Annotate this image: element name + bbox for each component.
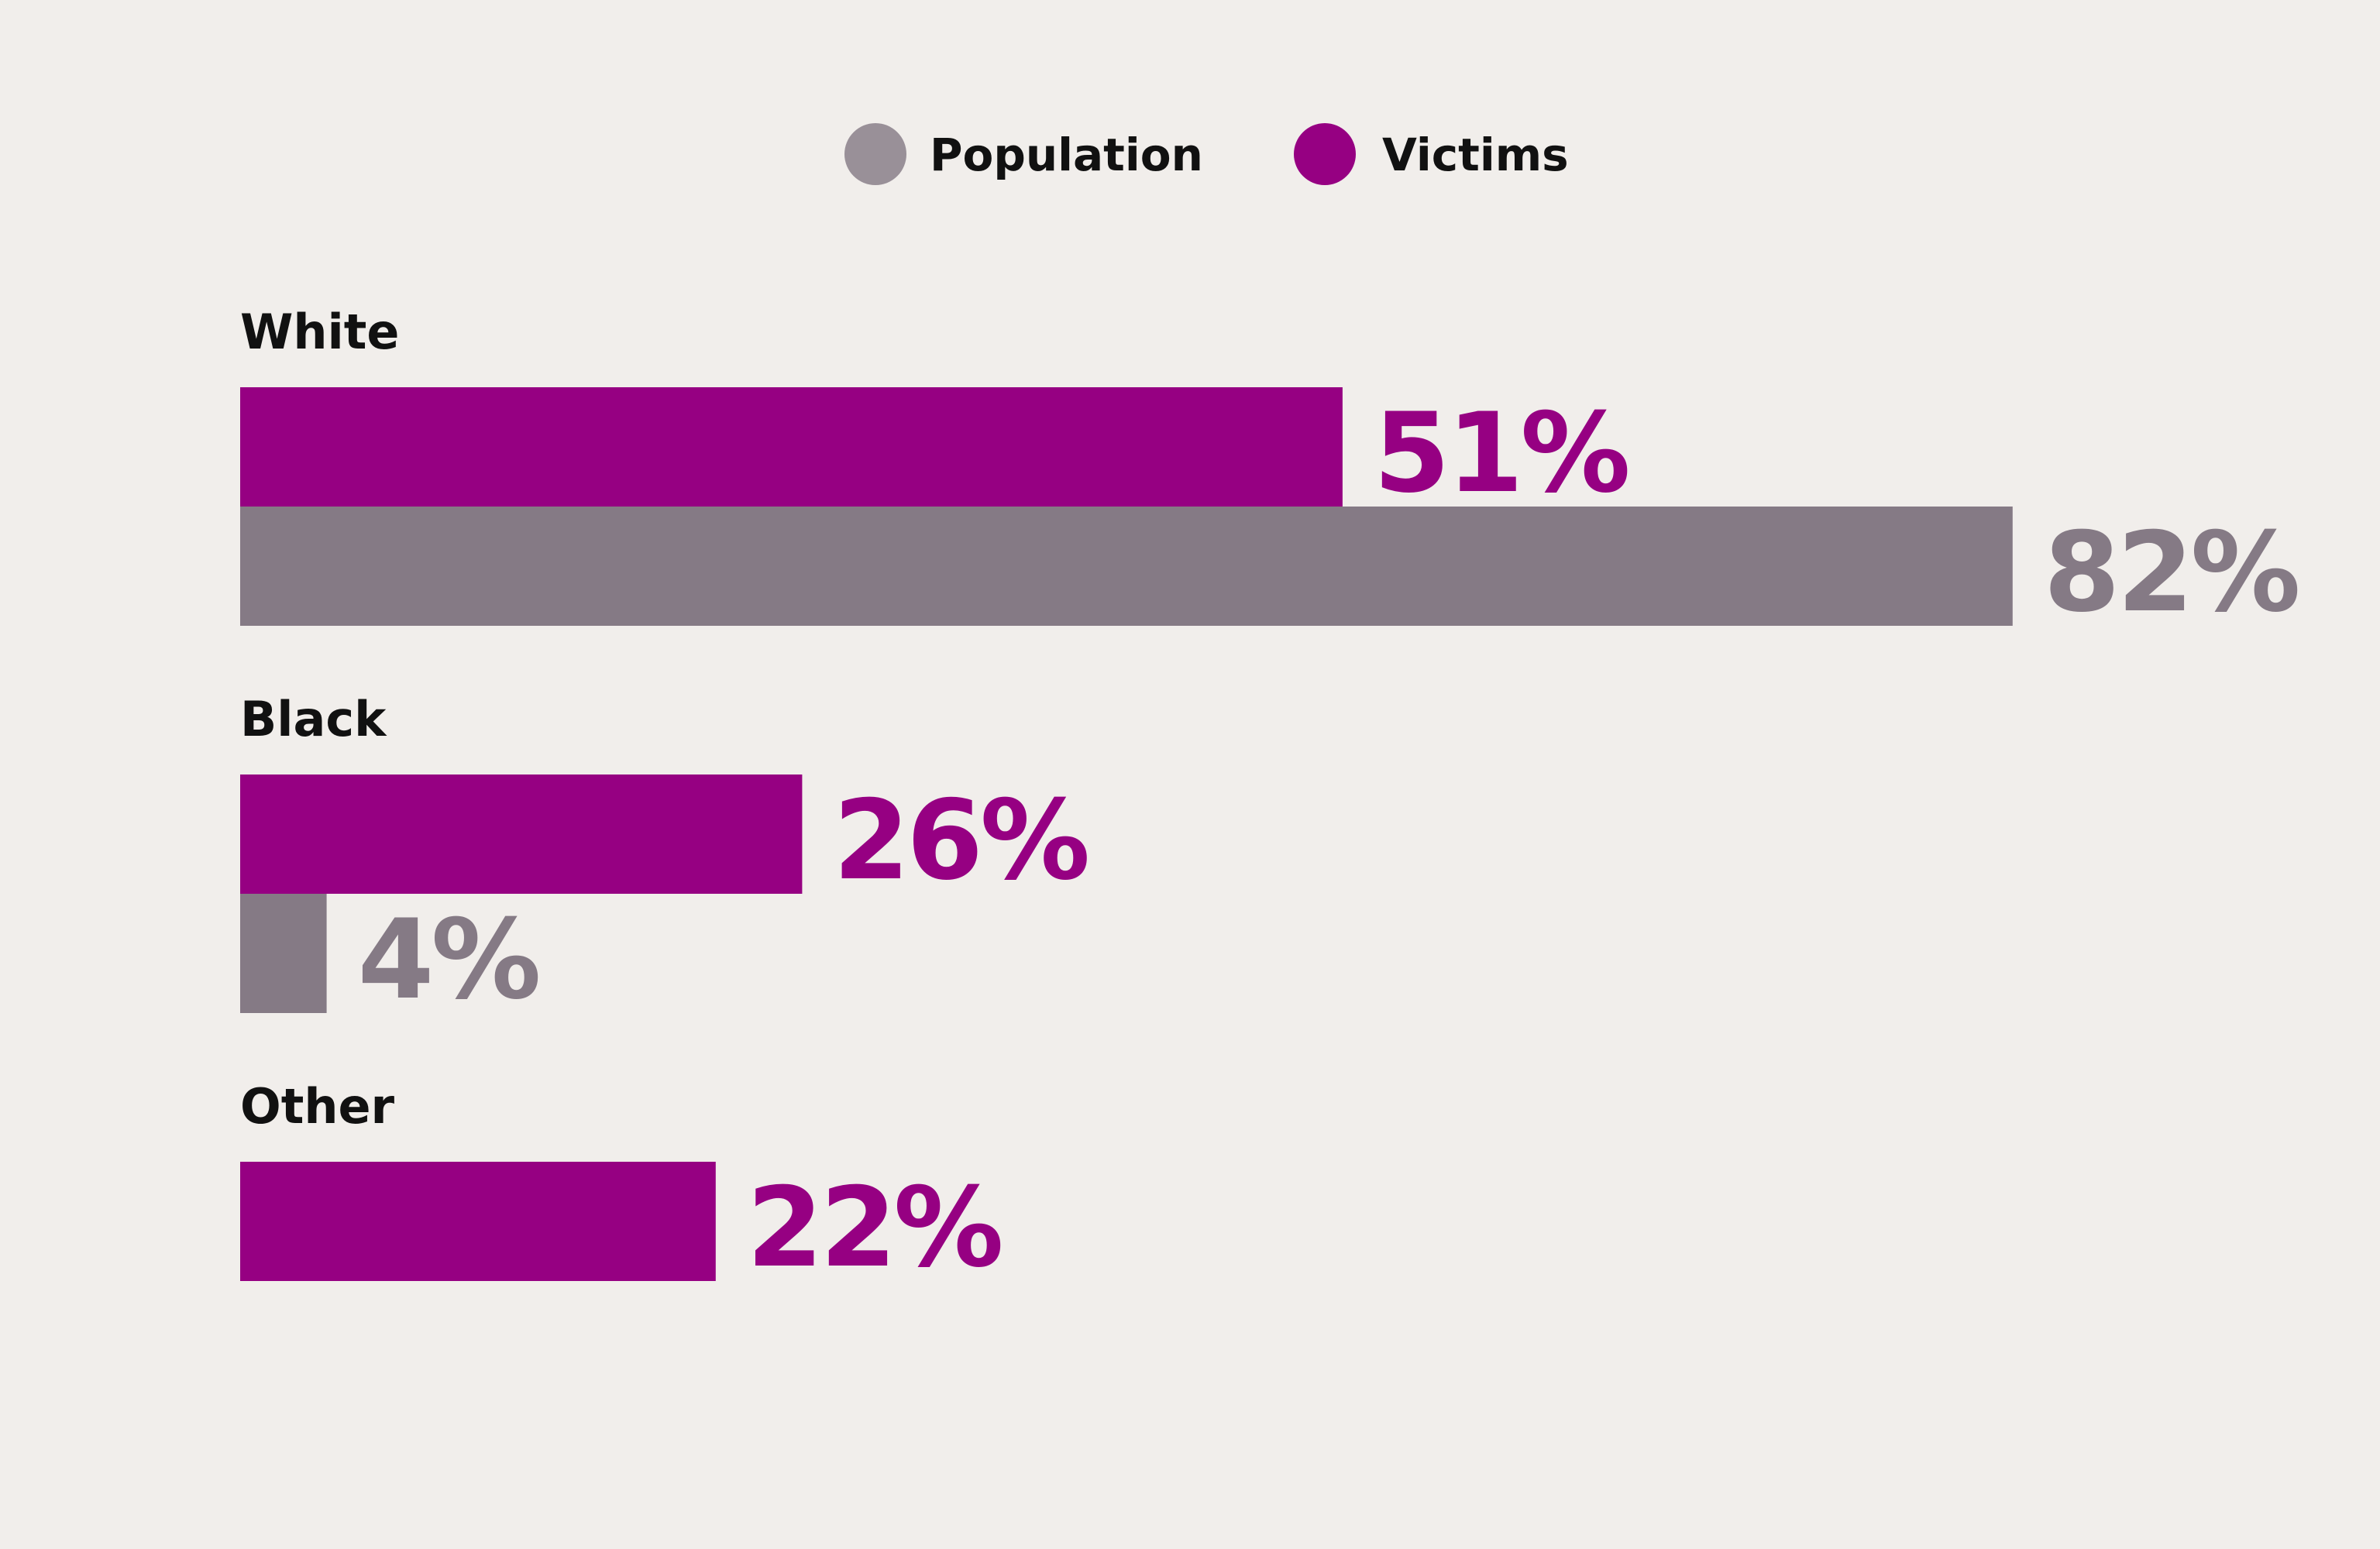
value-label-population-white: 82% — [2044, 509, 2298, 637]
plot-area: White 51% 82% Black 26% 4% Other 22% — [240, 304, 2301, 1292]
bar-victims-black — [240, 774, 803, 894]
bar-group-black: Black 26% 4% — [240, 691, 1090, 1024]
value-label-victims-white: 51% — [1374, 390, 1628, 517]
legend-label-population: Population — [930, 129, 1203, 181]
legend-label-victims: Victims — [1382, 129, 1569, 181]
bar-victims-other — [240, 1162, 716, 1281]
legend-marker-victims — [1294, 123, 1356, 185]
category-label-other: Other — [240, 1078, 395, 1135]
value-label-victims-other: 22% — [747, 1164, 1001, 1292]
category-label-white: White — [240, 304, 399, 360]
legend-marker-population — [844, 123, 906, 185]
value-label-population-black: 4% — [358, 896, 538, 1024]
bar-group-white: White 51% 82% — [240, 304, 2301, 637]
value-label-victims-black: 26% — [833, 777, 1087, 905]
bar-victims-white — [240, 387, 1343, 507]
bar-population-black — [240, 894, 327, 1013]
bar-population-white — [240, 507, 2013, 626]
category-label-black: Black — [240, 691, 387, 747]
chart-legend: Population Victims — [844, 123, 1569, 185]
bar-group-other: Other 22% — [240, 1078, 1004, 1292]
